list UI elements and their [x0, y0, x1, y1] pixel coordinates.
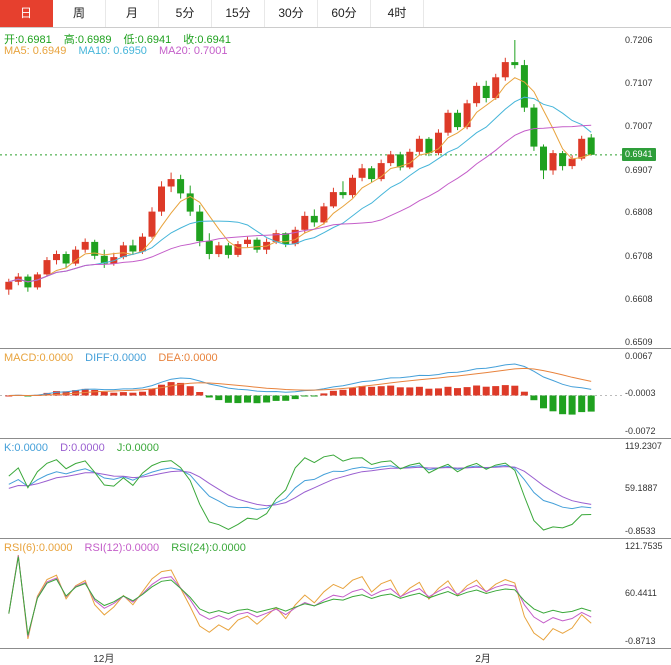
rsi-axis-label: -0.8713 [625, 636, 656, 646]
tab-15min[interactable]: 15分 [212, 0, 265, 27]
x-axis-label: 2月 [475, 654, 491, 665]
kdj-axis-label: 59.1887 [625, 482, 658, 493]
macd-axis: 0.0067 -0.0003 -0.0072 [622, 349, 671, 438]
price-axis-label: 0.7107 [625, 77, 653, 88]
tab-30min[interactable]: 30分 [265, 0, 318, 27]
price-axis-label: 0.6608 [625, 294, 653, 305]
time-axis: 12月 2月 [0, 649, 671, 665]
macd-panel: 0.0067 -0.0003 -0.0072 MACD:0.0000 DIFF:… [0, 349, 671, 439]
current-price-tag: 0.6941 [622, 147, 656, 161]
price-axis: 0.7206 0.7107 0.7007 0.6907 0.6808 0.6708 0.66… [622, 28, 671, 348]
price-axis-label: 0.6708 [625, 250, 653, 261]
price-axis-label: 0.6808 [625, 207, 653, 218]
rsi-axis: 121.7535 60.4411 -0.8713 [622, 539, 671, 648]
kdj-chart[interactable] [0, 439, 622, 538]
price-axis-label: 0.6907 [625, 164, 653, 175]
tab-day[interactable]: 日 [0, 0, 53, 27]
main-chart-panel: 0.7206 0.7107 0.7007 0.6907 0.6808 0.6708 0.66… [0, 28, 671, 349]
rsi-axis-label: 60.4411 [625, 587, 657, 598]
tab-60min[interactable]: 60分 [318, 0, 371, 27]
macd-axis-label: 0.0067 [625, 351, 653, 361]
kdj-panel: 119.2307 59.1887 -0.8533 K:0.0000 D:0.00… [0, 439, 671, 539]
tab-week[interactable]: 周 [53, 0, 106, 27]
kdj-axis-label: -0.8533 [625, 526, 656, 536]
price-axis-label: 0.7206 [625, 35, 653, 45]
rsi-panel: 121.7535 60.4411 -0.8713 RSI(6):0.0000 R… [0, 539, 671, 649]
x-axis-label: 12月 [93, 654, 115, 665]
tab-5min[interactable]: 5分 [159, 0, 212, 27]
kdj-axis: 119.2307 59.1887 -0.8533 [622, 439, 671, 538]
tab-month[interactable]: 月 [106, 0, 159, 27]
price-axis-label: 0.7007 [625, 121, 653, 132]
macd-axis-label: -0.0072 [625, 426, 656, 436]
macd-axis-label: -0.0003 [625, 387, 656, 398]
rsi-chart[interactable] [0, 539, 622, 648]
macd-chart[interactable] [0, 349, 622, 438]
price-axis-label: 0.6509 [625, 337, 653, 347]
tab-4hour[interactable]: 4时 [371, 0, 424, 27]
candlestick-chart[interactable] [0, 28, 622, 348]
rsi-axis-label: 121.7535 [625, 541, 663, 551]
kdj-axis-label: 119.2307 [625, 441, 662, 451]
period-tabbar: 日周月 5分 15分 30分 60分 4时 [0, 0, 671, 28]
